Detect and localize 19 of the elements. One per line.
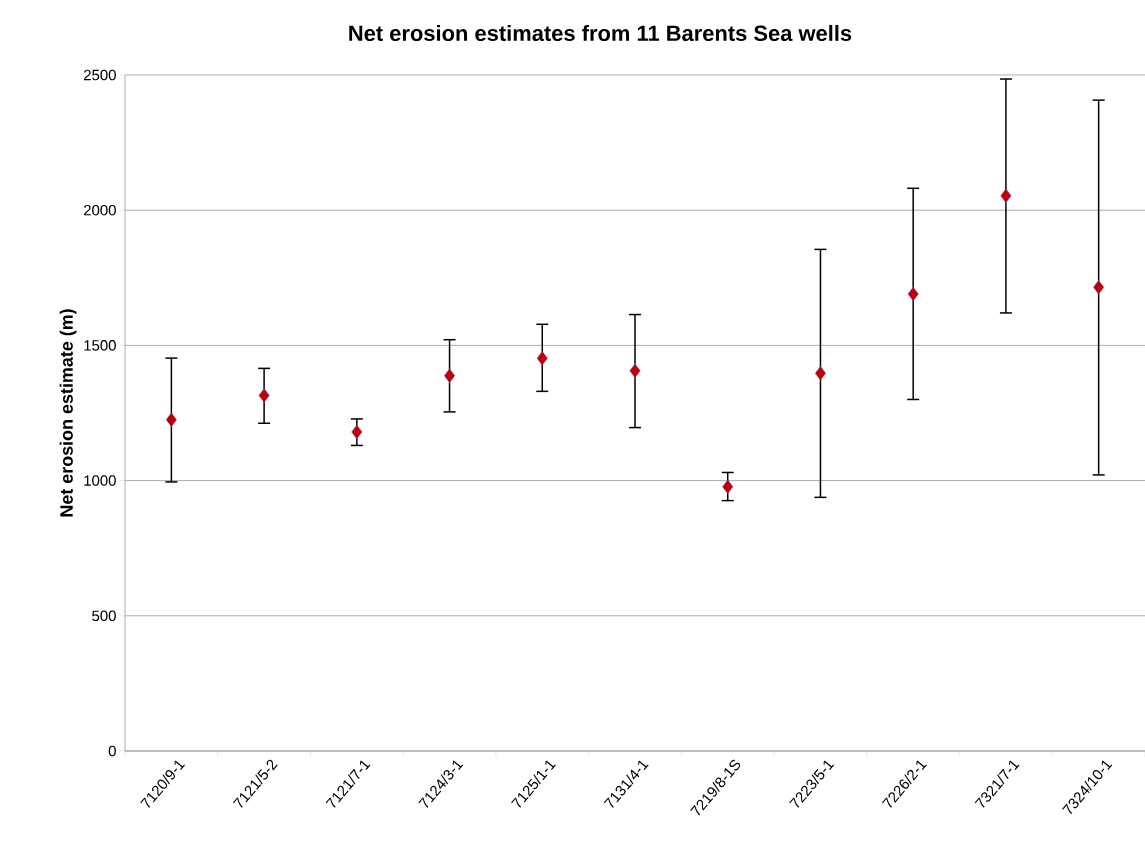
point <box>907 286 919 302</box>
point <box>351 424 363 440</box>
point <box>722 479 734 494</box>
y-tick-label: 1500 <box>84 340 116 351</box>
y-tick-label: 2500 <box>83 69 116 81</box>
chart-title: Net erosion estimates from 11 Barents Sea wells <box>349 24 852 42</box>
point <box>444 368 455 383</box>
point <box>1000 188 1012 204</box>
point <box>258 388 270 403</box>
point <box>165 412 177 427</box>
y-tick-label: 0 <box>108 745 116 757</box>
point <box>815 366 826 381</box>
y-tick-label: 500 <box>92 610 116 622</box>
y-axis-title: Net erosion estimate (m) <box>59 309 77 517</box>
y-tick-label: 1000 <box>84 475 116 486</box>
y-tick-label: 2000 <box>83 204 116 216</box>
point <box>536 351 548 366</box>
point <box>1093 280 1105 295</box>
point <box>629 363 641 378</box>
